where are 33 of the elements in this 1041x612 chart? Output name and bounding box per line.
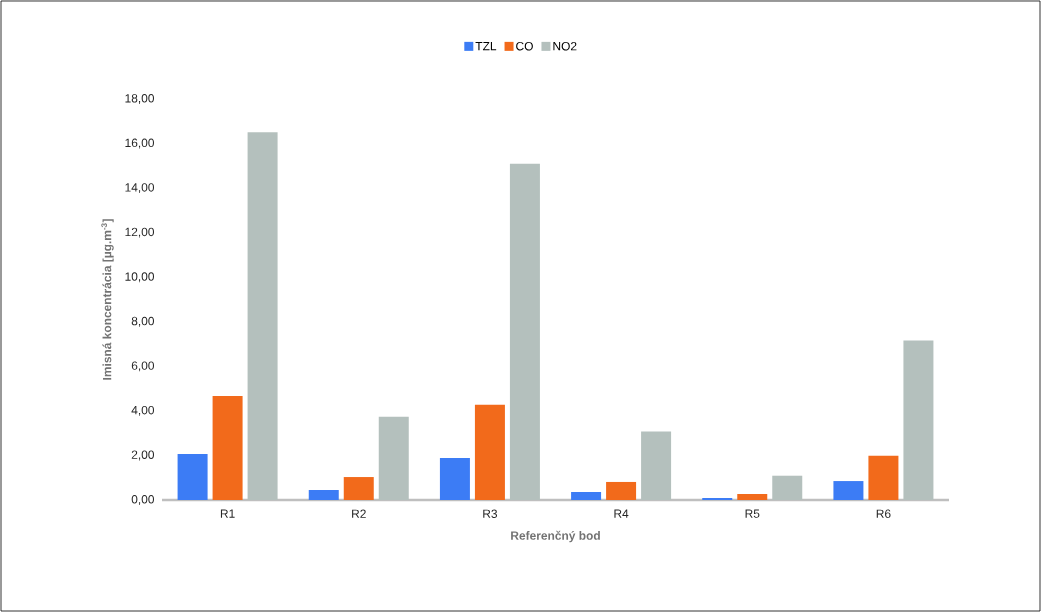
x-axis-title: Referenčný bod [511, 530, 600, 543]
y-tick-label: 8,00 [131, 316, 155, 327]
x-tick-label: R4 [614, 509, 629, 518]
x-tick-label: R6 [876, 509, 891, 518]
legend-label: NO2 [553, 41, 577, 51]
y-tick-label: 4,00 [131, 405, 155, 416]
bar [606, 481, 637, 500]
x-tick-label: R3 [483, 509, 498, 518]
bar [177, 453, 208, 500]
y-tick-label: 10,00 [125, 272, 155, 283]
bar [571, 491, 602, 500]
x-tick-label: R1 [220, 509, 235, 518]
y-tick-label: 6,00 [131, 361, 155, 372]
bar [343, 477, 374, 500]
bar [474, 404, 505, 500]
y-tick-label: 2,00 [131, 450, 155, 461]
y-tick-label: 0,00 [131, 495, 155, 505]
y-axis-title: Imisná koncentrácia [µg.m$^{-3}$] [101, 219, 114, 380]
bar [308, 489, 339, 500]
bar [868, 455, 899, 500]
y-tick-label: 16,00 [125, 138, 155, 149]
bar [702, 497, 733, 500]
y-tick-label: 18,00 [125, 94, 155, 104]
y-tick-label: 14,00 [125, 183, 155, 194]
bar [737, 493, 768, 500]
legend-label: CO [516, 41, 533, 51]
bar [212, 395, 243, 500]
y-tick-label: 12,00 [125, 227, 155, 238]
x-tick-label: R5 [745, 509, 760, 518]
x-tick-label: R2 [352, 509, 366, 518]
legend-label: TZL [475, 42, 497, 51]
bar [439, 457, 470, 500]
bar [833, 481, 864, 500]
